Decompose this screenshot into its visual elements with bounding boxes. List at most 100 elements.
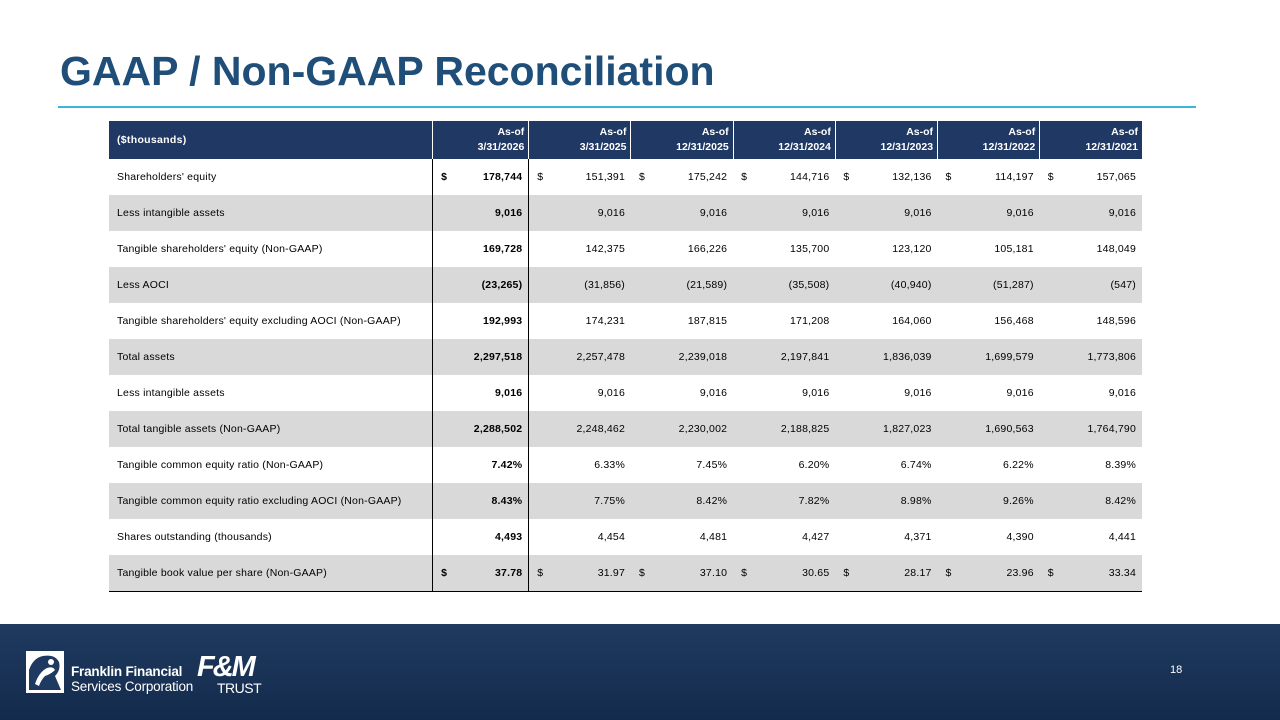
currency-symbol: $: [537, 171, 544, 183]
table-cell: $28.17: [835, 555, 938, 592]
table-cell: 4,454: [529, 519, 631, 555]
table-cell: 9,016: [938, 375, 1040, 411]
cell-value: 123,120: [892, 243, 932, 255]
cell-value: 9,016: [904, 387, 932, 399]
cell-value: 23.96: [1006, 566, 1034, 579]
column-header: As-of 3/31/2025: [528, 121, 631, 159]
table-cell: 2,257,478: [528, 339, 631, 375]
column-header: As-of 3/31/2026: [432, 121, 529, 159]
cell-value: 37.78: [495, 566, 523, 579]
currency-symbol: $: [945, 566, 952, 579]
table-cell: (547): [1039, 267, 1142, 303]
currency-symbol: $: [741, 566, 748, 579]
currency-symbol: $: [843, 566, 850, 579]
table-cell: (51,287): [937, 267, 1040, 303]
cell-value: (40,940): [890, 279, 932, 291]
cell-value: 7.75%: [594, 495, 625, 507]
table-cell: 9,016: [432, 375, 530, 411]
table-cell: 6.20%: [733, 447, 835, 483]
table-row: Tangible shareholders' equity excluding …: [109, 303, 1142, 339]
footer-bar: [0, 624, 1280, 720]
table-cell: 6.33%: [529, 447, 631, 483]
table-cell: $132,136: [835, 159, 937, 195]
row-label: Tangible common equity ratio (Non-GAAP): [117, 459, 324, 471]
table-cell: $175,242: [631, 159, 733, 195]
currency-symbol: $: [1047, 171, 1054, 183]
table-cell: 9,016: [835, 375, 937, 411]
cell-value: 4,493: [495, 531, 523, 543]
cell-value: 9.26%: [1002, 495, 1034, 507]
table-row: Shareholders' equity $178,744 $151,391 $175…: [109, 159, 1142, 195]
cell-value: 148,596: [1096, 315, 1136, 327]
cell-value: 37.10: [699, 566, 728, 579]
row-label: Total tangible assets (Non-GAAP): [109, 411, 433, 447]
cell-value: 142,375: [585, 243, 625, 255]
cell-value: 4,427: [802, 531, 830, 543]
cell-value: 4,371: [904, 531, 932, 543]
table-cell: $151,391: [529, 159, 631, 195]
table-cell: $157,065: [1040, 159, 1142, 195]
table-cell: 9,016: [630, 195, 734, 231]
table-cell: 166,226: [631, 231, 733, 267]
cell-value: 2,288,502: [473, 423, 523, 435]
table-cell: 2,248,462: [528, 411, 631, 447]
currency-symbol: $: [945, 171, 952, 183]
currency-symbol: $: [741, 171, 748, 183]
cell-value: 2,239,018: [678, 351, 728, 363]
cell-value: 157,065: [1096, 171, 1136, 183]
cell-value: 166,226: [687, 243, 728, 255]
currency-symbol: $: [638, 171, 646, 183]
table-cell: 9.26%: [937, 483, 1040, 519]
cell-value: 105,181: [994, 243, 1034, 255]
table-cell: $31.97: [528, 555, 631, 592]
table-cell: 2,239,018: [630, 339, 734, 375]
currency-symbol: $: [1047, 566, 1054, 579]
table-row: Total assets 2,297,518 2,257,478 2,239,018 2…: [109, 339, 1142, 375]
cell-value: 8.42%: [1105, 495, 1136, 507]
table-cell: 1,836,039: [835, 339, 938, 375]
cell-value: 31.97: [597, 566, 625, 579]
table-cell: 169,728: [432, 231, 530, 267]
column-header: As-of 12/31/2024: [732, 121, 836, 159]
table-cell: 192,993: [432, 303, 530, 339]
table-row: Less AOCI (23,265) (31,856) (21,589) (35,508…: [109, 267, 1142, 303]
row-label: Less intangible assets: [117, 387, 225, 399]
cell-value: (21,589): [686, 279, 728, 291]
table-cell: 8.42%: [630, 483, 734, 519]
cell-value: 135,700: [790, 243, 830, 255]
row-label: Less AOCI: [109, 267, 433, 303]
table-cell: 187,815: [631, 303, 733, 339]
row-label: Tangible book value per share (Non-GAAP): [109, 555, 433, 592]
cell-value: (51,287): [993, 279, 1034, 291]
cell-value: 9,016: [495, 387, 523, 399]
page-title: GAAP / Non-GAAP Reconciliation: [60, 48, 715, 94]
row-label: Shareholders' equity: [117, 171, 217, 183]
table-cell: 156,468: [938, 303, 1040, 339]
cell-value: 6.74%: [900, 459, 932, 471]
cell-value: 9,016: [699, 207, 728, 219]
table-cell: (23,265): [432, 267, 530, 303]
table-cell: 2,230,002: [630, 411, 734, 447]
cell-value: 175,242: [687, 171, 728, 183]
table-cell: 2,188,825: [733, 411, 836, 447]
table-row: Less intangible assets 9,016 9,016 9,016 9,0…: [109, 375, 1142, 411]
table-cell: (21,589): [630, 267, 734, 303]
cell-value: 1,827,023: [883, 423, 932, 435]
column-header: As-of 12/31/2021: [1039, 121, 1142, 159]
cell-value: 6.33%: [594, 459, 625, 471]
table-cell: $33.34: [1039, 555, 1142, 592]
table-cell: 1,690,563: [937, 411, 1040, 447]
cell-value: 178,744: [482, 171, 523, 183]
row-label: Tangible shareholders' equity excluding …: [117, 315, 401, 327]
table-row: Less intangible assets 9,016 9,016 9,016 9,0…: [109, 195, 1142, 231]
table-cell: 1,773,806: [1039, 339, 1142, 375]
cell-value: 4,481: [699, 531, 728, 543]
reconciliation-table: ($thousands) As-of 3/31/2026 As-of 3/31/20…: [109, 121, 1142, 592]
table-cell: 8.39%: [1040, 447, 1142, 483]
cell-value: 1,773,806: [1087, 351, 1136, 363]
table-cell: 6.22%: [938, 447, 1040, 483]
title-divider: [58, 106, 1196, 108]
table-cell: $37.78: [432, 555, 530, 592]
cell-value: 2,230,002: [678, 423, 728, 435]
cell-value: (31,856): [584, 279, 625, 291]
